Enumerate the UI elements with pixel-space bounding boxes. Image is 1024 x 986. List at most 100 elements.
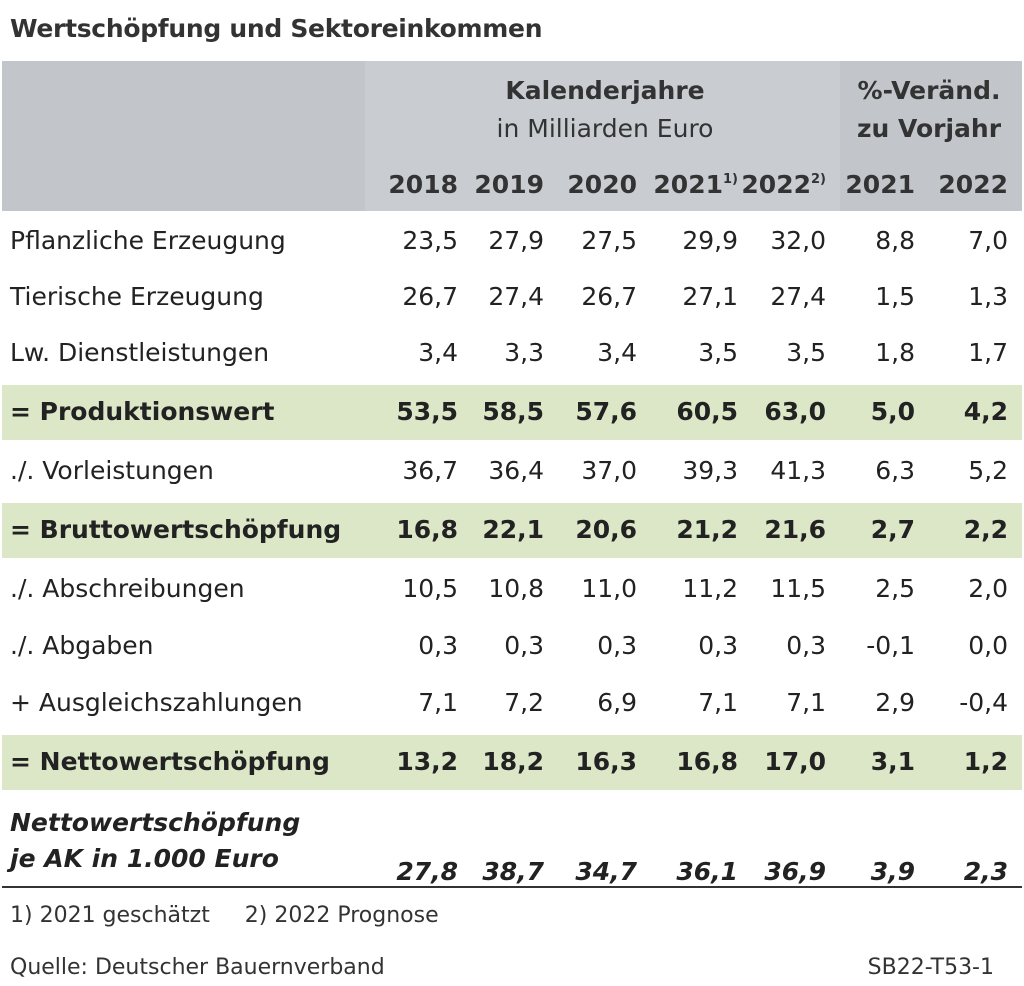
- table-row: Pflanzliche Erzeugung 23,5 27,9 27,5 29,9 32,…: [2, 214, 1022, 269]
- row-value: 2,0: [968, 574, 1008, 603]
- table-row: = Bruttowertschöpfung 16,8 22,1 20,6 21,2 21,…: [2, 503, 1022, 558]
- table-row: = Produktionswert 53,5 58,5 57,6 60,5 63,0 5,0…: [2, 385, 1022, 440]
- year-header: 2018: [388, 170, 458, 199]
- row-value: 27,5: [581, 226, 637, 255]
- last-row-value: 34,7: [575, 857, 637, 886]
- row-value: 7,1: [698, 688, 738, 717]
- year-footnote-mark: 1): [723, 172, 738, 187]
- row-label: Pflanzliche Erzeugung: [10, 226, 286, 255]
- row-value: 58,5: [482, 397, 544, 426]
- row-value: 4,2: [963, 397, 1008, 426]
- row-value: 27,4: [770, 282, 826, 311]
- row-value: 0,3: [418, 631, 458, 660]
- bottom-rule: [2, 886, 1022, 888]
- row-label: = Nettowertschöpfung: [10, 747, 330, 776]
- row-value: 1,8: [875, 338, 915, 367]
- year-header: 20211): [653, 170, 738, 199]
- row-value: 63,0: [764, 397, 826, 426]
- row-value: 27,1: [682, 282, 738, 311]
- row-value: -0,1: [866, 631, 915, 660]
- table-code: SB22-T53-1: [867, 955, 994, 980]
- year-header: 2022: [938, 170, 1008, 199]
- row-value: 16,8: [396, 515, 458, 544]
- last-row-value: 27,8: [396, 857, 458, 886]
- row-value: 13,2: [396, 747, 458, 776]
- row-value: 11,0: [581, 574, 637, 603]
- row-value: 7,1: [418, 688, 458, 717]
- row-label: = Bruttowertschöpfung: [10, 515, 342, 544]
- row-value: 16,8: [676, 747, 738, 776]
- row-value: 3,1: [870, 747, 915, 776]
- year-label: 2022: [741, 170, 811, 199]
- row-value: 5,2: [968, 456, 1008, 485]
- row-value: 2,5: [875, 574, 915, 603]
- row-value: 1,7: [968, 338, 1008, 367]
- table-row: ./. Abgaben 0,3 0,3 0,3 0,3 0,3 -0,1 0,0: [2, 619, 1022, 674]
- year-header: 20222): [741, 170, 826, 199]
- row-value: 10,8: [488, 574, 544, 603]
- header-group-years: Kalenderjahre: [505, 76, 705, 105]
- row-value: 1,2: [963, 747, 1008, 776]
- row-value: 36,4: [488, 456, 544, 485]
- row-value: 60,5: [676, 397, 738, 426]
- row-value: 21,2: [676, 515, 738, 544]
- header-group-change-unit: zu Vorjahr: [856, 114, 1002, 143]
- row-value: 0,0: [968, 631, 1008, 660]
- row-value: 5,0: [870, 397, 915, 426]
- row-value: 6,9: [597, 688, 637, 717]
- row-value: 1,3: [968, 282, 1008, 311]
- row-value: 1,5: [875, 282, 915, 311]
- row-label: + Ausgleichszahlungen: [10, 688, 303, 717]
- row-value: 29,9: [682, 226, 738, 255]
- year-header: 2020: [567, 170, 637, 199]
- header-group-years-unit: in Milliarden Euro: [496, 114, 714, 143]
- row-value: 3,4: [418, 338, 458, 367]
- row-value: 3,5: [786, 338, 826, 367]
- header-pct-cell: [840, 61, 1022, 211]
- year-label: 2021: [653, 170, 723, 199]
- year-footnote-mark: 2): [811, 172, 826, 187]
- row-value: 2,9: [875, 688, 915, 717]
- table-row: Lw. Dienstleistungen 3,4 3,3 3,4 3,5 3,5 1,8 1,…: [2, 326, 1022, 381]
- table-row: = Nettowertschöpfung 13,2 18,2 16,3 16,8 17,0…: [2, 735, 1022, 790]
- row-value: 23,5: [402, 226, 458, 255]
- row-value: 10,5: [402, 574, 458, 603]
- table-row: + Ausgleichszahlungen 7,1 7,2 6,9 7,1 7,1 2,9 -…: [2, 676, 1022, 731]
- last-row-value: 3,9: [870, 857, 915, 886]
- row-value: 11,5: [770, 574, 826, 603]
- row-value: 32,0: [770, 226, 826, 255]
- row-value: 27,9: [488, 226, 544, 255]
- row-value: 0,3: [698, 631, 738, 660]
- year-label: 2021: [845, 170, 915, 199]
- row-label: ./. Vorleistungen: [10, 456, 214, 485]
- row-value: 41,3: [770, 456, 826, 485]
- year-header: 2021: [845, 170, 915, 199]
- row-value: 0,3: [597, 631, 637, 660]
- source: Quelle: Deutscher Bauernverband: [10, 955, 385, 980]
- last-row-label-2: je AK in 1.000 Euro: [10, 844, 279, 873]
- row-label: Tierische Erzeugung: [10, 282, 264, 311]
- table-row: ./. Vorleistungen 36,7 36,4 37,0 39,3 41,3 6,3…: [2, 444, 1022, 499]
- row-value: 7,1: [786, 688, 826, 717]
- row-value: 2,2: [963, 515, 1008, 544]
- row-label: Lw. Dienstleistungen: [10, 338, 270, 367]
- year-label: 2022: [938, 170, 1008, 199]
- row-label: ./. Abgaben: [10, 631, 154, 660]
- row-value: 17,0: [764, 747, 826, 776]
- row-value: 53,5: [396, 397, 458, 426]
- row-label: = Produktionswert: [10, 397, 275, 426]
- year-label: 2020: [567, 170, 637, 199]
- year-header: 2019: [474, 170, 544, 199]
- row-value: 0,3: [504, 631, 544, 660]
- header-label-cell: [2, 61, 365, 211]
- row-value: 36,7: [402, 456, 458, 485]
- row-value: 3,5: [698, 338, 738, 367]
- row-value: 3,3: [504, 338, 544, 367]
- row-value: 3,4: [597, 338, 637, 367]
- table-row: ./. Abschreibungen 10,5 10,8 11,0 11,2 11,5 2,…: [2, 562, 1022, 617]
- last-row-value: 38,7: [482, 857, 544, 886]
- row-value: 16,3: [575, 747, 637, 776]
- row-value: 7,2: [504, 688, 544, 717]
- row-value: 26,7: [402, 282, 458, 311]
- year-label: 2018: [388, 170, 458, 199]
